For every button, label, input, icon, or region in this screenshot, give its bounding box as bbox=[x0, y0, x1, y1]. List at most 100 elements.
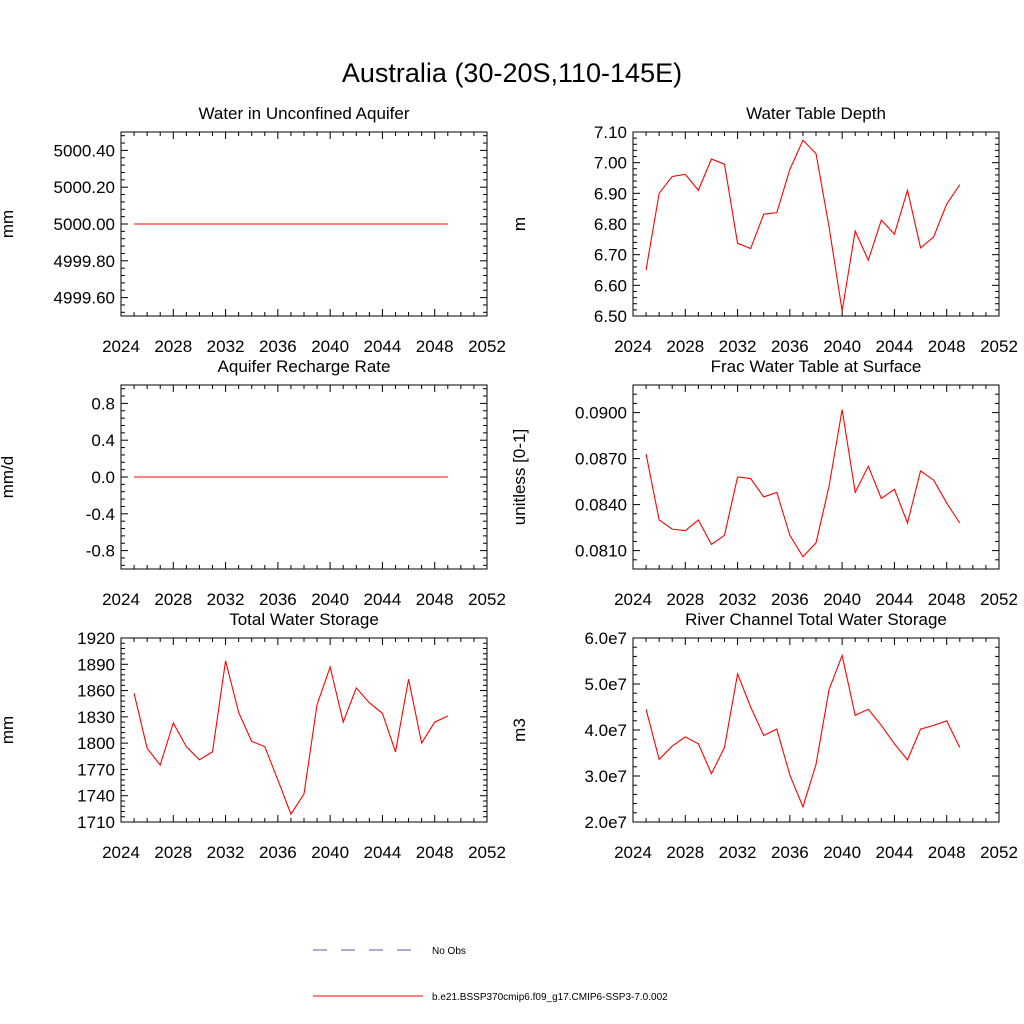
x-tick-label: 2052 bbox=[468, 843, 506, 862]
y-tick-label: 6.60 bbox=[594, 276, 627, 295]
plot-frame bbox=[632, 131, 1000, 317]
figure-title: Australia (30-20S,110-145E) bbox=[342, 58, 682, 88]
x-tick-label: 2024 bbox=[102, 337, 140, 356]
y-tick-label: 1860 bbox=[77, 682, 115, 701]
y-tick-label: 0.0840 bbox=[575, 496, 627, 515]
panel-4: Frac Water Table at Surface unitless [0-1… bbox=[510, 357, 1018, 609]
y-tick-label: 1740 bbox=[77, 787, 115, 806]
x-tick-label: 2032 bbox=[719, 843, 757, 862]
x-tick-label: 2024 bbox=[614, 843, 652, 862]
x-tick-label: 2044 bbox=[364, 590, 402, 609]
legend-label: b.e21.BSSP370cmip6.f09_g17.CMIP6-SSP3-7.… bbox=[432, 992, 668, 1003]
panel-title: Total Water Storage bbox=[229, 610, 379, 629]
x-tick-label: 2036 bbox=[259, 337, 297, 356]
y-tick-label: 6.80 bbox=[594, 215, 627, 234]
y-axis-label: mm/d bbox=[0, 456, 17, 499]
x-tick-label: 2036 bbox=[259, 590, 297, 609]
x-tick-label: 2044 bbox=[364, 337, 402, 356]
x-tick-label: 2044 bbox=[876, 590, 914, 609]
x-tick-label: 2024 bbox=[614, 337, 652, 356]
y-tick-label: 5000.00 bbox=[54, 215, 115, 234]
x-tick-label: 2028 bbox=[154, 843, 192, 862]
y-tick-label: 5000.40 bbox=[54, 141, 115, 160]
legend: No Obs b.e21.BSSP370cmip6.f09_g17.CMIP6-S… bbox=[313, 946, 668, 1003]
y-tick-label: 4999.80 bbox=[54, 252, 115, 271]
x-tick-label: 2052 bbox=[468, 337, 506, 356]
x-tick-label: 2040 bbox=[823, 843, 861, 862]
x-tick-label: 2048 bbox=[416, 337, 454, 356]
x-tick-label: 2028 bbox=[154, 337, 192, 356]
x-tick-label: 2032 bbox=[719, 337, 757, 356]
x-tick-label: 2036 bbox=[771, 843, 809, 862]
x-tick-label: 2040 bbox=[823, 337, 861, 356]
y-axis-label: mm bbox=[0, 210, 17, 238]
x-tick-label: 2028 bbox=[666, 590, 704, 609]
y-tick-label: -0.4 bbox=[86, 505, 115, 524]
y-tick-label: 0.0810 bbox=[575, 542, 627, 561]
x-tick-label: 2040 bbox=[311, 590, 349, 609]
y-tick-label: 0.0870 bbox=[575, 450, 627, 469]
y-tick-label: 6.0e7 bbox=[584, 629, 627, 648]
y-tick-label: 1770 bbox=[77, 760, 115, 779]
y-tick-label: 1890 bbox=[77, 655, 115, 674]
y-tick-label: 1710 bbox=[77, 813, 115, 832]
y-tick-label: 0.4 bbox=[91, 431, 115, 450]
y-tick-label: 2.0e7 bbox=[584, 813, 627, 832]
x-tick-label: 2048 bbox=[928, 843, 966, 862]
y-tick-label: 1830 bbox=[77, 708, 115, 727]
y-tick-label: 6.70 bbox=[594, 246, 627, 265]
panel-5: Total Water Storage mm 2024 2028 2032 2036 204… bbox=[0, 610, 506, 862]
panel-title: Water Table Depth bbox=[746, 104, 886, 123]
x-tick-label: 2024 bbox=[102, 590, 140, 609]
x-tick-label: 2028 bbox=[666, 843, 704, 862]
x-tick-label: 2040 bbox=[823, 590, 861, 609]
x-tick-label: 2036 bbox=[771, 590, 809, 609]
x-tick-label: 2052 bbox=[980, 843, 1018, 862]
y-axis-label: mm bbox=[0, 716, 17, 744]
series-line bbox=[645, 139, 961, 311]
y-tick-label: 7.00 bbox=[594, 154, 627, 173]
legend-label: No Obs bbox=[432, 946, 466, 957]
y-tick-label: 1920 bbox=[77, 629, 115, 648]
y-tick-label: 0.0 bbox=[91, 468, 115, 487]
panel-2: Water Table Depth m 2024 2028 2032 2036 2040 20… bbox=[510, 104, 1018, 356]
x-tick-label: 2048 bbox=[928, 590, 966, 609]
series-line bbox=[645, 409, 961, 558]
x-tick-label: 2024 bbox=[102, 843, 140, 862]
x-tick-label: 2040 bbox=[311, 843, 349, 862]
y-tick-label: 6.50 bbox=[594, 307, 627, 326]
x-tick-label: 2028 bbox=[154, 590, 192, 609]
x-tick-label: 2040 bbox=[311, 337, 349, 356]
panel-3: Aquifer Recharge Rate mm/d 2024 2028 2032 203… bbox=[0, 357, 506, 609]
x-tick-label: 2032 bbox=[207, 590, 245, 609]
x-tick-label: 2044 bbox=[364, 843, 402, 862]
y-tick-label: 5.0e7 bbox=[584, 675, 627, 694]
panel-title: Frac Water Table at Surface bbox=[711, 357, 922, 376]
x-tick-label: 2044 bbox=[876, 337, 914, 356]
panel-title: Aquifer Recharge Rate bbox=[218, 357, 391, 376]
x-tick-label: 2028 bbox=[666, 337, 704, 356]
plot-frame bbox=[632, 637, 1000, 823]
y-axis-label: unitless [0-1] bbox=[510, 429, 529, 525]
x-tick-label: 2052 bbox=[980, 337, 1018, 356]
x-tick-label: 2032 bbox=[719, 590, 757, 609]
series-line bbox=[133, 660, 449, 816]
x-tick-label: 2036 bbox=[771, 337, 809, 356]
y-axis-label: m3 bbox=[510, 718, 529, 742]
y-tick-label: 7.10 bbox=[594, 123, 627, 142]
panel-1: Water in Unconfined Aquifer mm 2024 2028 203… bbox=[0, 104, 506, 356]
panel-title: Water in Unconfined Aquifer bbox=[198, 104, 409, 123]
y-axis-label: m bbox=[510, 217, 529, 231]
x-tick-label: 2048 bbox=[928, 337, 966, 356]
x-tick-label: 2032 bbox=[207, 337, 245, 356]
y-tick-label: 4.0e7 bbox=[584, 721, 627, 740]
y-tick-label: 4999.60 bbox=[54, 289, 115, 308]
y-tick-label: 1800 bbox=[77, 734, 115, 753]
x-tick-label: 2052 bbox=[980, 590, 1018, 609]
x-tick-label: 2032 bbox=[207, 843, 245, 862]
y-tick-label: 0.8 bbox=[91, 394, 115, 413]
y-tick-label: 5000.20 bbox=[54, 178, 115, 197]
y-tick-label: 3.0e7 bbox=[584, 767, 627, 786]
panels: Water in Unconfined Aquifer mm 2024 2028 203… bbox=[0, 104, 1018, 862]
